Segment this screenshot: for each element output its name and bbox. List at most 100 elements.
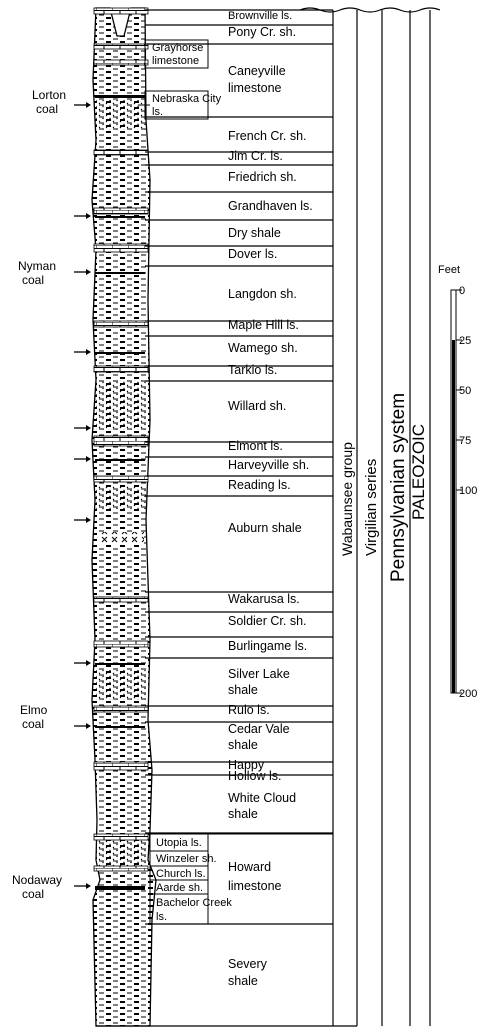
coal-label: Nyman [18,259,56,273]
sandstone-bed [96,100,146,130]
formation-label: Severy [228,957,268,971]
era-label: PALEOZOIC [409,424,428,520]
group-label: Wabaunsee group [339,442,355,556]
member-label: Aarde sh. [156,882,203,894]
limestone-bed [93,365,149,373]
formation-label: shale [228,738,258,752]
scale-bar-fill [452,340,455,693]
limestone-bed [93,7,149,15]
scale-tick-label: 100 [459,485,477,497]
formation-label: Hollow ls. [228,769,282,783]
limestone-bed [93,149,149,156]
formation-label: limestone [228,81,282,95]
formation-label: Wakarusa ls. [228,592,300,606]
formation-label: Caneyville [228,64,286,78]
member-label: ls. [152,106,163,118]
scale-tick-label: 75 [459,435,471,447]
coal-label: coal [22,887,44,901]
scale-ticks: 0 25 50 75 100 200 [456,285,477,700]
formation-label: White Cloud [228,791,296,805]
limestone-bed [93,475,149,483]
howard-box [149,833,334,925]
gypsum-bed [98,532,144,544]
coal-bed [95,352,145,354]
coal-arrow [74,425,91,431]
formation-label: Willard sh. [228,399,286,413]
limestone-bed [93,833,149,841]
lithology-column [91,7,157,1027]
formation-label: Wamego sh. [228,341,298,355]
limestone-bed [93,320,149,328]
coal-arrow [74,883,91,889]
series-label: Virgilian series [363,459,380,556]
formation-label: Cedar Vale [228,722,290,736]
coal-arrows [74,102,91,889]
limestone-bed [93,596,149,603]
member-label: Bachelor Creek [156,897,232,909]
member-boxes [138,39,334,925]
formation-label: Happy [228,758,265,772]
formation-label: Grandhaven ls. [228,199,313,213]
formation-label: Dover ls. [228,247,277,261]
sandstone-bed [96,840,146,866]
coal-arrow [74,269,91,275]
coal-bed [95,663,145,665]
formation-label: Jim Cr. ls. [228,149,283,163]
formation-label: Reading ls. [228,478,291,492]
member-box [144,39,209,69]
scale-tick-label: 50 [459,385,471,397]
member-label: Church ls. [156,868,206,880]
coal-bed [95,726,145,728]
formation-label: shale [228,683,258,697]
coal-arrow [74,213,91,219]
formation-label: French Cr. sh. [228,129,307,143]
limestone-bed [93,243,149,253]
coal-label: Elmo [20,703,48,717]
sandstone-bed [96,380,146,430]
coal-arrow [74,660,91,666]
limestone-bed [93,640,149,648]
boundary-lines [96,7,441,1027]
coal-bed [95,459,145,461]
coal-arrow [74,456,91,462]
column-profile [91,7,157,1027]
formation-label: shale [228,974,258,988]
limestone-bed [93,435,149,447]
limestone-bed [93,761,149,771]
coal-label: coal [22,717,44,731]
formation-label: Langdon sh. [228,287,297,301]
formation-label: Pony Cr. sh. [228,25,296,39]
member-label: ls. [156,911,167,923]
limestone-bed [93,705,149,713]
unconformity-line [299,7,441,13]
scale-tick-label: 25 [459,335,471,347]
formation-label: Soldier Cr. sh. [228,614,307,628]
limestone-bed [93,865,149,872]
limestone-bed [93,59,149,66]
coal-label: coal [36,102,58,116]
coal-arrow [74,723,91,729]
member-label: Utopia ls. [156,837,202,849]
sandstone-bed [96,670,146,700]
formation-label: Burlingame ls. [228,639,307,653]
sandstone-bed [96,486,146,510]
formation-label: Friedrich sh. [228,170,297,184]
limestone-bed [93,43,149,50]
system-label: Pennsylvanian system [388,393,409,582]
scale-unit-label: Feet [438,264,460,276]
formation-label: Tarkio ls. [228,363,277,377]
coal-bed [95,272,145,274]
member-label: limestone [152,55,199,67]
formation-labels: Brownville ls. Pony Cr. sh. Caneyville lime… [228,10,313,988]
member-label: Winzeler sh. [156,853,217,865]
coal-label: Lorton [32,88,66,102]
formation-label: Rulo ls. [228,703,270,717]
coal-label: coal [22,273,44,287]
coal-bed [95,95,145,98]
coal-bed [95,886,145,890]
formation-label: shale [228,807,258,821]
formation-label: Harveyville sh. [228,458,309,472]
